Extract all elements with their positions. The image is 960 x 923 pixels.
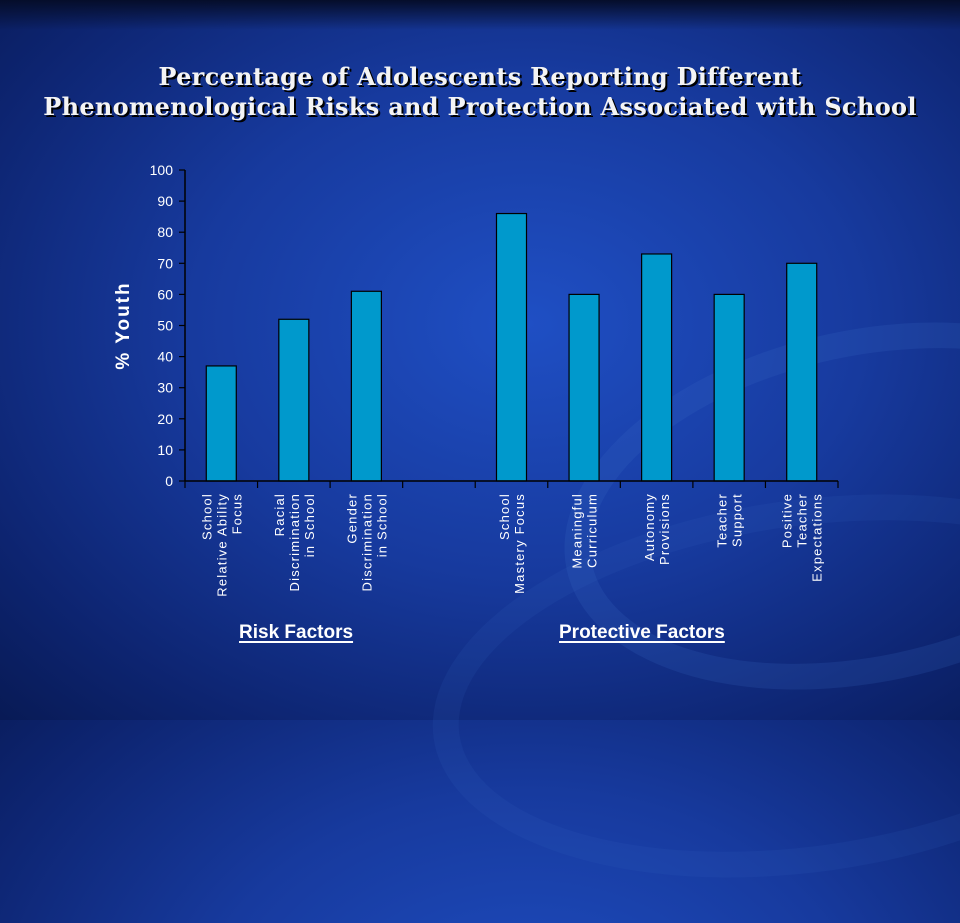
- bar: [713, 293, 745, 482]
- y-tick-label: 90: [157, 193, 173, 209]
- x-category-label-line: Relative Ability: [214, 493, 229, 597]
- y-tick-label: 10: [157, 442, 173, 458]
- x-category-label-line: Focus: [229, 493, 244, 534]
- bar: [278, 318, 310, 482]
- y-tick-label: 80: [157, 224, 173, 240]
- bar: [205, 365, 237, 482]
- bar: [641, 253, 673, 482]
- x-category-label-line: Autonomy: [642, 493, 657, 561]
- x-category-label: Meaningful Curriculum: [570, 493, 600, 569]
- x-category-label-line: Teacher: [795, 493, 810, 548]
- x-category-label-line: Discrimination: [287, 493, 302, 591]
- x-category-label-line: Positive: [780, 493, 795, 548]
- y-tick-label: 100: [150, 162, 174, 178]
- x-category-label-line: Discrimination: [359, 493, 374, 591]
- x-category-label: Positive Teacher Expectations: [780, 493, 825, 582]
- x-category-label-line: in School: [374, 493, 389, 557]
- bar: [786, 262, 818, 482]
- y-tick-label: 40: [157, 349, 173, 365]
- x-category-label: Gender Discrimination in School: [344, 493, 389, 591]
- x-category-label-line: Gender: [344, 493, 359, 544]
- x-category-label-line: Curriculum: [585, 493, 600, 568]
- bar: [350, 290, 382, 482]
- x-category-label-line: in School: [302, 493, 317, 557]
- y-tick-label: 70: [157, 255, 173, 271]
- x-category-label-line: School: [497, 493, 512, 540]
- bar: [568, 293, 600, 482]
- y-tick-label: 20: [157, 411, 173, 427]
- bar: [495, 212, 528, 482]
- x-category-label-line: Meaningful: [570, 493, 585, 569]
- protective-factors-label: Protective Factors: [559, 622, 725, 643]
- x-category-label-line: School: [199, 493, 214, 540]
- x-category-label: School Relative Ability Focus: [199, 493, 244, 597]
- x-category-label: School Mastery Focus: [497, 493, 527, 594]
- x-category-label: Racial Discrimination in School: [272, 493, 317, 591]
- x-category-label-line: Provisions: [657, 493, 672, 565]
- y-tick-label: 60: [157, 286, 173, 302]
- x-category-label: Autonomy Provisions: [642, 493, 672, 565]
- y-tick-label: 50: [157, 318, 173, 334]
- x-category-label-line: Support: [730, 493, 745, 547]
- x-category-label-line: Teacher: [715, 493, 730, 548]
- x-category-label-line: Mastery Focus: [512, 493, 527, 594]
- y-tick-label: 0: [165, 473, 173, 489]
- chart-title: Percentage of Adolescents Reporting Diff…: [43, 62, 917, 121]
- risk-factors-label: Risk Factors: [239, 622, 354, 643]
- x-category-label: Teacher Support: [715, 493, 745, 548]
- top-band: [0, 0, 960, 30]
- y-tick-label: 30: [157, 380, 173, 396]
- x-category-label-line: Racial: [272, 493, 287, 536]
- y-axis-label: % Youth: [113, 281, 134, 369]
- x-category-label-line: Expectations: [810, 493, 825, 582]
